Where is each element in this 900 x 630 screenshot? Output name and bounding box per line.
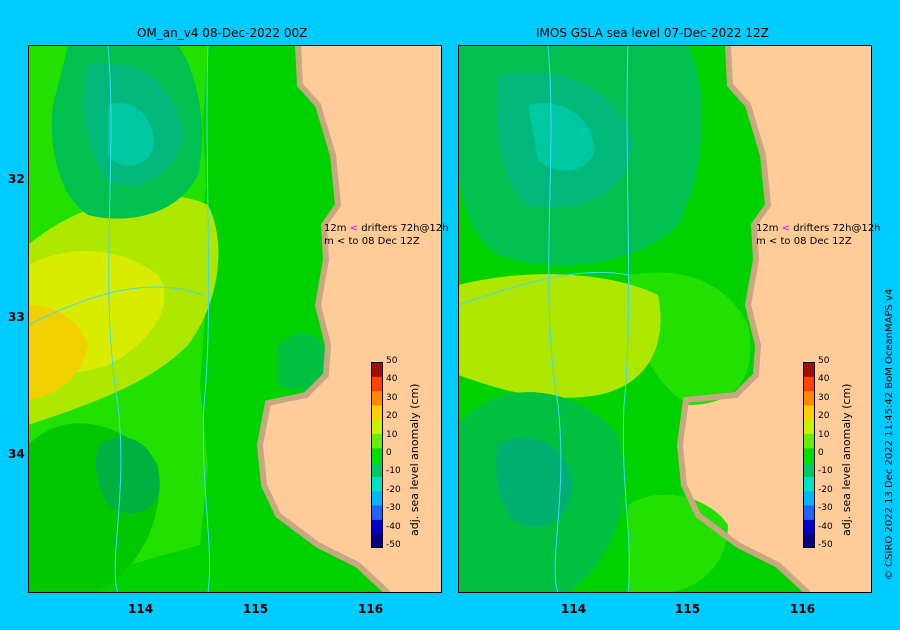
- y-tick-33-left: 33: [8, 310, 25, 324]
- colorbar-tick-label: -40: [386, 521, 401, 532]
- drifter-label2-left: m < to 08 Dec 12Z: [324, 236, 420, 247]
- colorbar-tick-label: -30: [818, 503, 833, 514]
- colorbar-tick-label: 20: [386, 411, 398, 422]
- drifter-prefix-right: 12m: [756, 223, 779, 234]
- colorbar-tick-label: 30: [386, 392, 398, 403]
- copyright-text: © CSIRO 2022 13 Dec 2022 11:45:42 BoM Oc…: [884, 288, 895, 580]
- colorbar-tick-label: 50: [386, 356, 398, 366]
- colorbar-segment: [371, 433, 383, 449]
- colorbar-left: [371, 362, 383, 548]
- colorbar-tick-label: -10: [386, 466, 401, 477]
- colorbar-segment: [371, 419, 383, 435]
- drifter-label2-right: m < to 08 Dec 12Z: [756, 236, 852, 247]
- colorbar-tick-label: 20: [818, 411, 830, 422]
- colorbar-tick-label: -20: [818, 484, 833, 495]
- colorbar-tick-label: 30: [818, 392, 830, 403]
- colorbar-tick-label: 50: [818, 356, 830, 366]
- colorbar-tick-label: 40: [818, 374, 830, 385]
- colorbar-tick-label: -50: [386, 540, 401, 550]
- colorbar-segment: [803, 376, 815, 392]
- colorbar-tick-label: 0: [818, 448, 824, 458]
- drifter-label-left: 12m < drifters 72h@12h: [324, 223, 449, 234]
- x-tick-116-right: 116: [790, 602, 816, 616]
- x-tick-115-left: 115: [243, 602, 269, 616]
- right-panel-title: IMOS GSLA sea level 07-Dec-2022 12Z: [536, 26, 769, 40]
- colorbar-segment: [371, 376, 383, 392]
- colorbar-frame: [371, 362, 383, 548]
- left-panel-title: OM_an_v4 08-Dec-2022 00Z: [137, 26, 308, 40]
- colorbar-tick-label: 10: [386, 429, 398, 440]
- colorbar-frame: [803, 362, 815, 548]
- drifter-label-right: 12m < drifters 72h@12h: [756, 223, 881, 234]
- colorbar-label-left: adj. sea level anomaly (cm): [408, 383, 421, 536]
- drifter-prefix2-left: m: [324, 236, 334, 247]
- drifter-prefix2-right: m: [756, 236, 766, 247]
- colorbar-segment: [803, 390, 815, 406]
- colorbar-segment: [371, 476, 383, 492]
- colorbar-ticks-right: 50 40 30 20 10 0 -10 -20 -30 -40 -50: [818, 356, 838, 556]
- colorbar-segment: [371, 490, 383, 506]
- colorbar-tick-label: -10: [818, 466, 833, 477]
- colorbar-segment: [803, 447, 815, 463]
- colorbar-segment: [371, 462, 383, 477]
- colorbar-segment: [803, 533, 815, 548]
- colorbar-tick-label: -30: [386, 503, 401, 514]
- y-tick-34-left: 34: [8, 447, 25, 461]
- colorbar-segment: [371, 404, 383, 420]
- colorbar-tick-label: -20: [386, 484, 401, 495]
- colorbar-segment: [371, 533, 383, 548]
- colorbar-tick-label: -50: [818, 540, 833, 550]
- colorbar-segment: [803, 433, 815, 449]
- colorbar-segment: [803, 519, 815, 535]
- colorbar-segment: [803, 476, 815, 492]
- colorbar-segment: [371, 390, 383, 406]
- colorbar-segment: [371, 505, 383, 520]
- colorbar-segment: [803, 362, 815, 377]
- x-tick-114-left: 114: [128, 602, 154, 616]
- colorbar-segment: [803, 490, 815, 506]
- colorbar-segment: [803, 404, 815, 420]
- drifter-text-left: drifters 72h@12h: [361, 223, 449, 234]
- colorbar-tick-label: -40: [818, 521, 833, 532]
- x-tick-114-right: 114: [561, 602, 587, 616]
- drifter-text2-left: to 08 Dec 12Z: [348, 236, 420, 247]
- colorbar-segment: [371, 519, 383, 535]
- y-tick-32-left: 32: [8, 172, 25, 186]
- drifter-text2-right: to 08 Dec 12Z: [780, 236, 852, 247]
- colorbar-tick-label: 40: [386, 374, 398, 385]
- colorbar-tick-label: 10: [818, 429, 830, 440]
- colorbar-segment: [803, 419, 815, 435]
- colorbar-segment: [803, 462, 815, 477]
- x-tick-116-left: 116: [358, 602, 384, 616]
- colorbar-segment: [371, 447, 383, 463]
- colorbar-label-right: adj. sea level anomaly (cm): [840, 383, 853, 536]
- x-tick-115-right: 115: [675, 602, 701, 616]
- left-map: [28, 45, 442, 593]
- colorbar-right: [803, 362, 815, 548]
- drifter-text-right: drifters 72h@12h: [793, 223, 881, 234]
- drifter-prefix-left: 12m: [324, 223, 347, 234]
- colorbar-tick-label: 0: [386, 448, 392, 458]
- colorbar-ticks-left: 50 40 30 20 10 0 -10 -20 -30 -40 -50: [386, 356, 406, 556]
- colorbar-segment: [371, 362, 383, 377]
- colorbar-segment: [803, 505, 815, 520]
